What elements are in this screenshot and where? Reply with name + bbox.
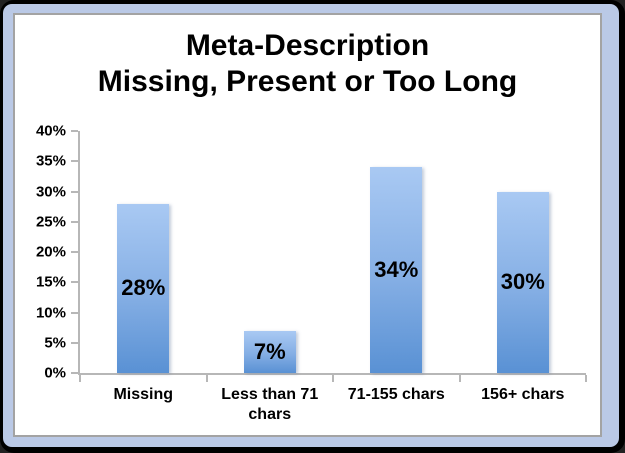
bar-slot: 7% <box>207 131 334 373</box>
bar-slot: 34% <box>333 131 460 373</box>
x-tick-mark <box>585 375 587 382</box>
category-label: Less than 71 chars <box>221 386 319 423</box>
y-tick-mark <box>71 341 78 344</box>
bar-71-155-chars: 34% <box>370 167 423 373</box>
bar-value-label: 30% <box>500 269 545 295</box>
chart-title: Meta-Description Missing, Present or Too… <box>15 28 600 100</box>
x-tick-mark <box>332 375 334 382</box>
chart-title-line2: Missing, Present or Too Long <box>97 65 518 98</box>
chart-title-line1: Meta-Description <box>185 29 430 62</box>
chart-panel: Meta-Description Missing, Present or Too… <box>13 13 602 437</box>
y-tick-mark <box>71 372 78 374</box>
category-label: 156+ chars <box>481 386 565 403</box>
x-tick-mark <box>458 375 461 382</box>
y-tick-label: 25% <box>35 213 66 231</box>
bar-slot: 28% <box>80 131 207 373</box>
y-tick-label: 30% <box>35 183 66 200</box>
y-tick-mark <box>71 160 78 163</box>
y-tick-mark <box>71 190 78 193</box>
y-tick-label: 20% <box>35 243 66 261</box>
bar-less-than-71-chars: 7% <box>243 330 296 373</box>
x-tick-mark <box>79 375 81 382</box>
y-tick-label: 35% <box>35 152 66 170</box>
y-tick-mark <box>71 251 78 253</box>
y-tick-mark <box>71 281 78 284</box>
bar-156-chars: 30% <box>496 191 549 373</box>
y-tick-label: 15% <box>35 273 66 291</box>
y-tick-label: 10% <box>35 304 66 321</box>
bar-value-label: 28% <box>121 275 166 301</box>
category-label: Missing <box>113 386 174 403</box>
bar-series: 28% 7% 34% 30% <box>80 131 586 373</box>
y-tick-mark <box>71 220 78 223</box>
category-label: 71-155 chars <box>347 386 445 403</box>
y-tick-mark <box>71 311 78 314</box>
bar-value-label: 34% <box>374 257 419 283</box>
chart-image-border: Meta-Description Missing, Present or Too… <box>3 4 619 447</box>
y-tick-label: 40% <box>35 122 66 140</box>
y-tick-mark <box>71 130 78 132</box>
plot-area: 0% 5% 10% 15% 20% 25% 30% 35% 40% 28% 7% 34% 30% Mi… <box>36 123 587 423</box>
category-axis-labels: Missing Less than 71 chars 71-155 chars 156… <box>80 373 586 425</box>
x-tick-mark <box>205 375 208 382</box>
bar-missing: 28% <box>117 203 170 373</box>
y-tick-label: 0% <box>44 364 66 382</box>
bar-value-label: 7% <box>253 338 286 364</box>
y-tick-label: 5% <box>44 334 66 352</box>
bar-slot: 30% <box>460 131 587 373</box>
